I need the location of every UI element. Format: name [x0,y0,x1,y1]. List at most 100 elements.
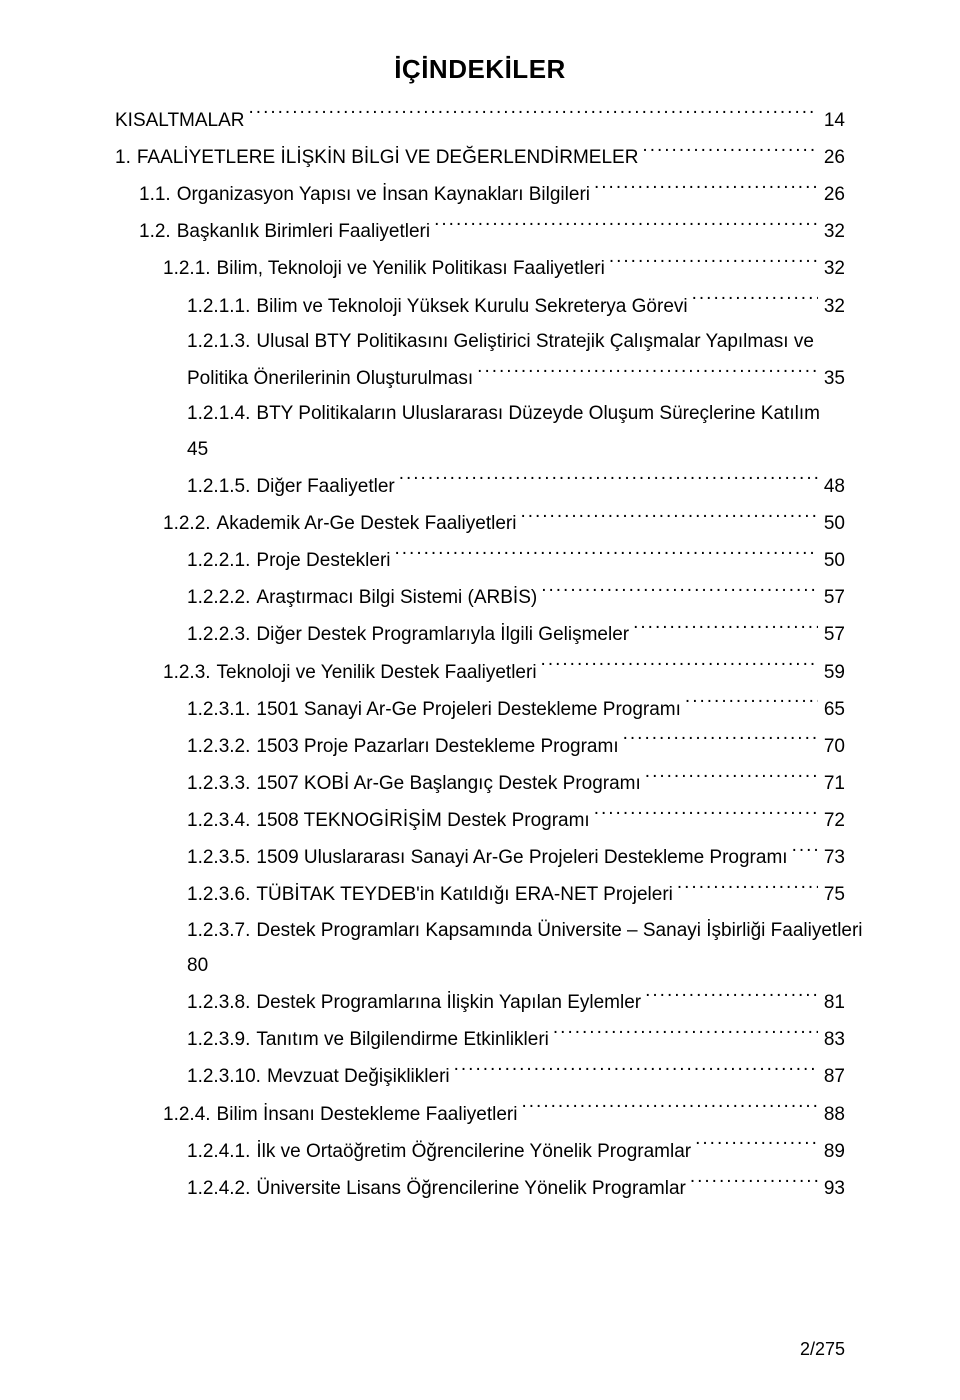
toc-entry-number: 1.2.1.5. [187,471,256,502]
toc-leader-dots [434,214,818,237]
toc-entry-page: 48 [818,471,845,502]
toc-entry-page: 50 [818,508,845,539]
toc-leader-dots [645,985,818,1008]
toc-entry-number: 1.2.2.1. [187,545,256,576]
toc-entry: 80 [115,950,845,981]
toc-leader-dots [520,506,817,529]
toc-entry-number: 1.2.3.6. [187,879,256,910]
toc-entry-number: 1.2.1. [163,253,217,284]
toc-entry-page: 71 [818,768,845,799]
toc-entry: 1.2.4.Bilim İnsanı Destekleme Faaliyetle… [115,1097,845,1130]
toc-leader-dots [690,1171,818,1194]
toc-entry-number: 1. [115,142,137,173]
toc-entry-number: 1.1. [139,179,177,210]
toc-entry-page: 81 [818,987,845,1018]
toc-leader-dots [645,766,818,789]
toc-entry-label: KISALTMALAR [115,105,249,136]
toc-entry-label: Bilim, Teknoloji ve Yenilik Politikası F… [217,253,609,284]
toc-entry: 45 [115,434,845,465]
toc-leader-dots [594,803,818,826]
toc-entry-number: 1.2.2.3. [187,619,256,650]
page-footer: 2/275 [800,1339,845,1360]
toc-entry-page: 70 [818,731,845,762]
toc-entry-page: 59 [818,657,845,688]
toc-entry-label: TÜBİTAK TEYDEB'in Katıldığı ERA-NET Proj… [256,879,676,910]
toc-entry-label: Bilim İnsanı Destekleme Faaliyetleri [217,1099,522,1130]
toc-entry: 1.2.Başkanlık Birimleri Faaliyetleri32 [115,214,845,247]
toc-entry-page: 32 [818,253,845,284]
toc-entry: 1.2.4.1.İlk ve Ortaöğretim Öğrencilerine… [115,1134,845,1167]
toc-entry-number: 1.2.4.2. [187,1173,256,1204]
toc-entry-page: 35 [818,363,845,394]
toc-entry-number: 1.2.3.3. [187,768,256,799]
toc-entry: 1.2.2.1.Proje Destekleri50 [115,543,845,576]
toc-entry-number: 1.2.3.1. [187,694,256,725]
toc-entry-label: Diğer Destek Programlarıyla İlgili Geliş… [256,619,633,650]
toc-entry-label: Akademik Ar-Ge Destek Faaliyetleri [217,508,521,539]
toc-entry-page: 73 [818,842,845,873]
toc-entry-page: 57 [818,582,845,613]
toc-entry-number: 1.2.3.2. [187,731,256,762]
toc-entry-number: 1.2.3.9. [187,1024,256,1055]
toc-entry: 1.2.1.4.BTY Politikaların Uluslararası D… [115,398,845,429]
toc-leader-dots [477,361,818,384]
toc-entry-label: Ulusal BTY Politikasını Geliştirici Stra… [256,326,818,357]
toc-leader-dots [541,580,818,603]
toc-entry-number: 1.2.3.5. [187,842,256,873]
toc-entry: 1.2.3.1.1501 Sanayi Ar-Ge Projeleri Dest… [115,692,845,725]
toc-entry-label: Organizasyon Yapısı ve İnsan Kaynakları … [177,179,594,210]
page-title: İÇİNDEKİLER [115,54,845,85]
toc-entry-page: 88 [818,1099,845,1130]
toc-leader-dots [792,840,818,863]
toc-leader-dots [695,1134,818,1157]
toc-leader-dots [594,177,818,200]
toc-entry-page: 83 [818,1024,845,1055]
toc-entry-label: 45 [187,434,212,465]
toc-entry-number: 1.2.1.1. [187,291,256,322]
toc-entry-label: FAALİYETLERE İLİŞKİN BİLGİ VE DEĞERLENDİ… [137,142,643,173]
toc-entry-number: 1.2.3.7. [187,915,256,946]
toc-entry-number: 1.2.1.4. [187,398,256,429]
toc-entry-label: Teknoloji ve Yenilik Destek Faaliyetleri [217,657,541,688]
toc-entry: 1.2.1.3.Ulusal BTY Politikasını Geliştir… [115,326,845,357]
toc-entry-page: 57 [818,619,845,650]
toc-entry-page: 75 [818,879,845,910]
page: İÇİNDEKİLER KISALTMALAR 14 1.FAALİYETLERE … [0,0,960,1400]
toc-entry-number: 1.2.2. [163,508,217,539]
toc-entry-number: 1.2.4.1. [187,1136,256,1167]
toc-entry-label: Politika Önerilerinin Oluşturulması [187,363,477,394]
toc-entry-number: 1.2.1.3. [187,326,256,357]
toc-entry: 1.2.1.Bilim, Teknoloji ve Yenilik Politi… [115,252,845,285]
toc-leader-dots [454,1060,818,1083]
toc-entry: 1.2.3.Teknoloji ve Yenilik Destek Faaliy… [115,655,845,688]
toc-leader-dots [609,252,818,275]
toc-entry: 1.FAALİYETLERE İLİŞKİN BİLGİ VE DEĞERLEN… [115,140,845,173]
toc-leader-dots [692,289,818,312]
table-of-contents: KISALTMALAR 14 1.FAALİYETLERE İLİŞKİN BİLG… [115,103,845,1204]
toc-entry-page: 65 [818,694,845,725]
toc-entry: 1.2.4.2.Üniversite Lisans Öğrencilerine … [115,1171,845,1204]
toc-leader-dots [677,878,818,901]
toc-entry: 1.2.3.4.1508 TEKNOGİRİŞİM Destek Program… [115,803,845,836]
toc-entry: 1.2.3.6.TÜBİTAK TEYDEB'in Katıldığı ERA-… [115,878,845,911]
toc-leader-dots [399,469,818,492]
toc-entry: Politika Önerilerinin Oluşturulması 35 [115,361,845,394]
toc-entry-page: 72 [818,805,845,836]
toc-entry: 1.2.3.9.Tanıtım ve Bilgilendirme Etkinli… [115,1023,845,1056]
toc-entry-page: 26 [818,142,845,173]
toc-entry: 1.2.2.Akademik Ar-Ge Destek Faaliyetleri… [115,506,845,539]
toc-entry: 1.2.3.10.Mevzuat Değişiklikleri87 [115,1060,845,1093]
toc-entry: 1.2.3.3.1507 KOBİ Ar-Ge Başlangıç Destek… [115,766,845,799]
toc-entry: 1.2.3.2.1503 Proje Pazarları Destekleme … [115,729,845,762]
toc-entry: 1.2.1.1.Bilim ve Teknoloji Yüksek Kurulu… [115,289,845,322]
toc-leader-dots [633,618,818,641]
toc-entry-page: 87 [818,1061,845,1092]
toc-leader-dots [642,140,817,163]
toc-entry-page: 26 [818,179,845,210]
toc-leader-dots [541,655,818,678]
toc-entry-number: 1.2.4. [163,1099,217,1130]
toc-entry-label: 1503 Proje Pazarları Destekleme Programı [256,731,622,762]
toc-entry-label: Mevzuat Değişiklikleri [267,1061,454,1092]
toc-entry-page: 14 [818,105,845,136]
toc-entry-label: Araştırmacı Bilgi Sistemi (ARBİS) [256,582,541,613]
